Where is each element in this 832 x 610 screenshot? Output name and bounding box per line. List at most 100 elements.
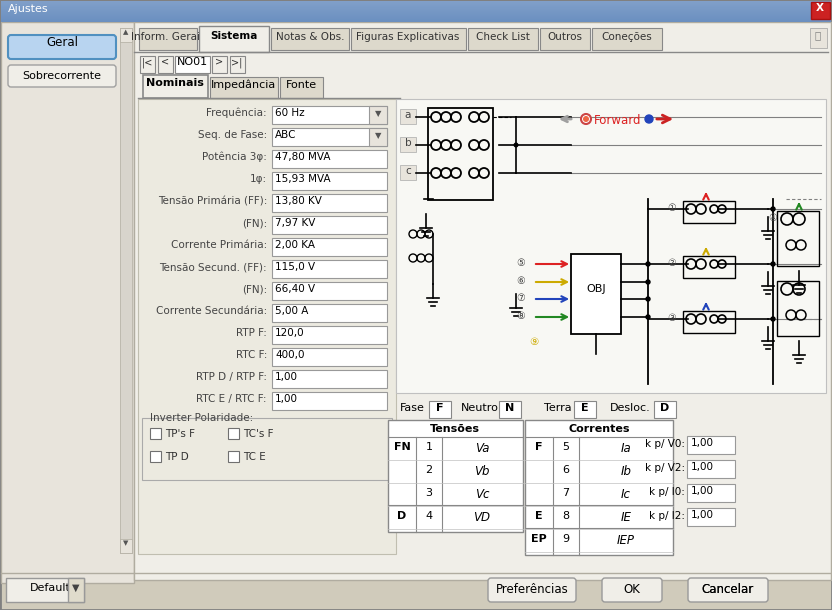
Text: ▼: ▼	[72, 583, 80, 593]
Bar	[540, 28, 590, 50]
Text: 1,00: 1,00	[275, 372, 298, 382]
Text: 5: 5	[562, 442, 569, 452]
Bar	[810, 28, 827, 48]
Text: ▼: ▼	[374, 109, 381, 118]
Text: ▼: ▼	[374, 131, 381, 140]
Text: E: E	[535, 511, 542, 521]
Bar	[68, 578, 84, 602]
Bar	[138, 55, 338, 75]
Text: ▼: ▼	[123, 540, 129, 546]
Bar	[687, 484, 735, 502]
Bar	[1, 7, 831, 8]
Text: Fonte: Fonte	[285, 80, 316, 90]
Text: ④: ④	[769, 213, 777, 223]
Text: 15,93 MVA: 15,93 MVA	[275, 174, 330, 184]
Text: Fase: Fase	[399, 403, 424, 413]
Circle shape	[646, 280, 650, 284]
Text: a: a	[405, 110, 411, 120]
Text: 1,00: 1,00	[691, 438, 714, 448]
Bar	[272, 348, 387, 366]
Bar	[272, 216, 387, 234]
Text: Check List: Check List	[476, 32, 530, 42]
Bar	[210, 77, 278, 98]
Text: N: N	[505, 403, 515, 413]
Text: Corrente Secundária:: Corrente Secundária:	[156, 306, 267, 316]
Bar	[428, 108, 493, 200]
Text: ②: ②	[667, 258, 676, 268]
Text: TP's F: TP's F	[165, 429, 195, 439]
Text: ⑤: ⑤	[517, 258, 525, 268]
Bar	[1, 9, 831, 10]
Bar	[400, 109, 416, 124]
Bar	[429, 401, 451, 418]
Text: Ajustes: Ajustes	[8, 4, 48, 14]
Bar	[654, 401, 676, 418]
Text: Corrente Primária:: Corrente Primária:	[171, 240, 267, 250]
Bar	[272, 128, 387, 146]
FancyBboxPatch shape	[688, 578, 768, 602]
Bar	[1, 14, 831, 15]
FancyBboxPatch shape	[488, 578, 576, 602]
Text: 7,97 KV: 7,97 KV	[275, 218, 315, 228]
Text: b: b	[404, 138, 411, 148]
Text: ⑥: ⑥	[517, 276, 525, 286]
Bar	[142, 418, 392, 480]
Text: 🔓: 🔓	[815, 30, 821, 40]
Bar	[1, 1, 831, 22]
Text: Notas & Obs.: Notas & Obs.	[275, 32, 344, 42]
Bar	[1, 17, 831, 18]
Text: 1,00: 1,00	[691, 462, 714, 472]
Bar	[175, 56, 210, 73]
Bar	[150, 428, 161, 439]
Text: TP D: TP D	[165, 452, 189, 462]
Bar	[1, 3, 831, 4]
Text: Va: Va	[475, 442, 489, 455]
Text: Vb: Vb	[474, 465, 490, 478]
Text: 5,00 A: 5,00 A	[275, 306, 309, 316]
Bar	[272, 238, 387, 256]
FancyBboxPatch shape	[8, 35, 116, 59]
Bar	[140, 56, 155, 73]
Bar	[468, 28, 538, 50]
Bar	[1, 20, 831, 21]
Bar	[683, 201, 735, 223]
Bar	[687, 436, 735, 454]
Bar	[369, 128, 387, 146]
Text: 3: 3	[425, 488, 433, 498]
Circle shape	[583, 116, 589, 122]
Circle shape	[581, 114, 591, 124]
Bar	[143, 75, 208, 98]
Bar	[1, 10, 831, 11]
Bar	[1, 16, 831, 17]
Bar	[120, 28, 132, 42]
Bar	[139, 28, 197, 50]
Text: Tensão Secund. (FF):: Tensão Secund. (FF):	[160, 262, 267, 272]
Bar	[1, 1, 831, 2]
Text: 7: 7	[562, 488, 570, 498]
Bar	[1, 6, 831, 7]
Bar	[574, 401, 596, 418]
Text: Tensões: Tensões	[430, 424, 480, 434]
Text: 9: 9	[562, 534, 570, 544]
Text: >: >	[215, 57, 223, 67]
Text: Forward: Forward	[594, 114, 641, 127]
Text: Figuras Explicativas: Figuras Explicativas	[356, 32, 460, 42]
Text: Tensão Primária (FF):: Tensão Primária (FF):	[157, 196, 267, 206]
Text: VD: VD	[473, 511, 491, 524]
Bar	[400, 165, 416, 180]
Text: EP: EP	[531, 534, 547, 544]
Bar	[1, 4, 831, 5]
Text: ⑧: ⑧	[517, 311, 525, 321]
Text: ①: ①	[667, 203, 676, 213]
Bar	[777, 281, 819, 336]
Text: RTC E / RTC F:: RTC E / RTC F:	[196, 394, 267, 404]
Text: 1,00: 1,00	[691, 486, 714, 496]
Bar	[120, 539, 132, 553]
Text: RTP F:: RTP F:	[236, 328, 267, 338]
Text: Seq. de Fase:: Seq. de Fase:	[198, 130, 267, 140]
Text: F: F	[535, 442, 542, 452]
Bar	[683, 311, 735, 333]
Text: 66,40 V: 66,40 V	[275, 284, 315, 294]
Bar	[272, 392, 387, 410]
Text: Sobrecorrente: Sobrecorrente	[22, 71, 102, 81]
